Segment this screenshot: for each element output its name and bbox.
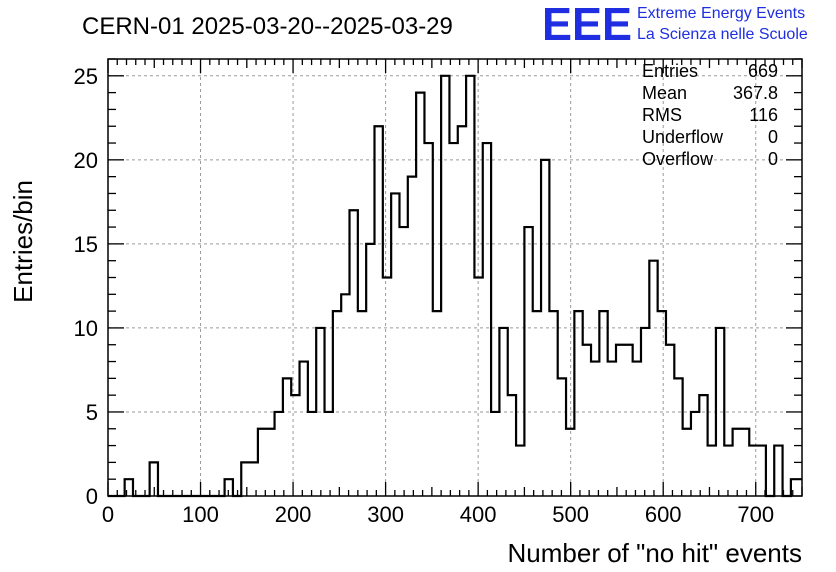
stats-mean-value: 367.8 xyxy=(733,83,778,103)
x-tick-label: 600 xyxy=(645,502,682,527)
stats-underflow-value: 0 xyxy=(768,127,778,147)
eee-logo: EEE Extreme Energy Events La Scienza nel… xyxy=(542,0,808,50)
y-tick-label: 20 xyxy=(74,148,98,173)
y-axis-label: Entries/bin xyxy=(8,180,38,303)
x-tick-label: 100 xyxy=(182,502,219,527)
grid-lines xyxy=(108,59,802,496)
y-tick-label: 15 xyxy=(74,232,98,257)
stats-overflow-label: Overflow xyxy=(642,149,714,169)
logo-mark: EEE xyxy=(542,0,632,50)
stats-rms-value: 116 xyxy=(749,105,778,125)
x-tick-label: 400 xyxy=(460,502,497,527)
y-tick-label: 0 xyxy=(86,484,98,509)
histogram-outline xyxy=(108,74,802,498)
x-tick-label: 0 xyxy=(102,502,114,527)
stats-entries-label: Entries xyxy=(642,61,698,81)
x-tick-label: 200 xyxy=(275,502,312,527)
plot-frame xyxy=(107,58,803,497)
stats-mean-label: Mean xyxy=(642,83,687,103)
stats-underflow-label: Underflow xyxy=(642,127,724,147)
x-tick-label: 300 xyxy=(367,502,404,527)
x-tick-label: 500 xyxy=(552,502,589,527)
stats-rms-label: RMS xyxy=(642,105,682,125)
logo-line2: La Scienza nelle Scuole xyxy=(637,26,808,43)
tick-labels: 0 100 200 300 400 500 600 700 0 5 10 15 20 25 xyxy=(74,64,775,527)
y-tick-label: 10 xyxy=(74,316,98,341)
x-axis-label: Number of "no hit" events xyxy=(508,538,803,568)
x-tick-label: 700 xyxy=(737,502,774,527)
y-tick-label: 25 xyxy=(74,64,98,89)
logo-line1: Extreme Energy Events xyxy=(637,5,805,22)
stats-entries-value: 669 xyxy=(748,61,778,81)
y-tick-label: 5 xyxy=(86,400,98,425)
axis-ticks xyxy=(107,58,803,497)
stats-box: Entries 669 Mean 367.8 RMS 116 Underflow… xyxy=(642,61,778,169)
chart-title: CERN-01 2025-03-20--2025-03-29 xyxy=(82,13,453,40)
stats-overflow-value: 0 xyxy=(768,149,778,169)
